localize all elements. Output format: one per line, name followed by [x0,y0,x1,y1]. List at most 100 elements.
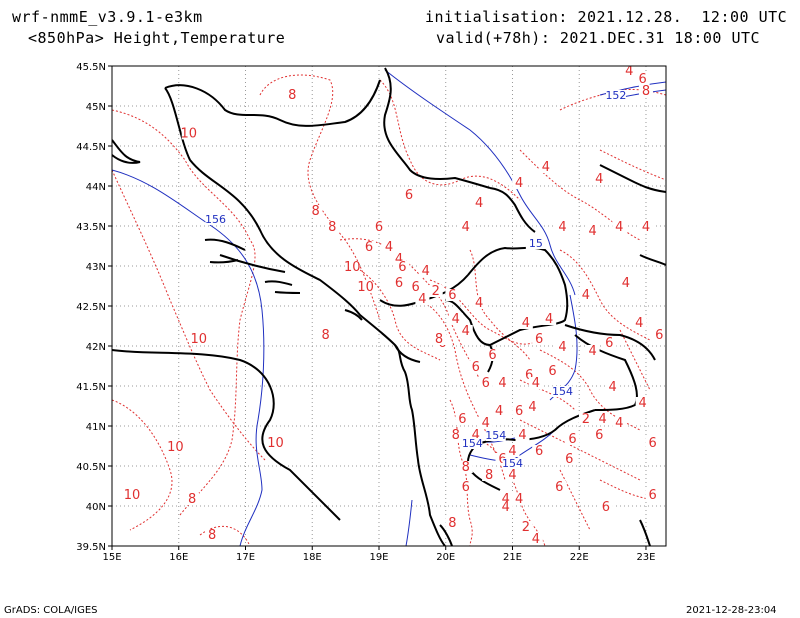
x-tick-label: 23E [636,552,655,563]
x-tick-label: 17E [236,552,255,563]
y-tick-label: 45N [86,102,106,113]
temperature-label-bg [645,489,660,501]
height-label: 154 [552,385,573,398]
temperature-label-bg [325,221,340,233]
temperature-label-bg [455,413,470,425]
temperature-label-bg [445,289,460,301]
y-tick-label: 42N [86,342,106,353]
temperature-label: 6 [595,428,603,443]
temperature-label-bg [618,277,633,289]
temperature-label-bg [468,361,483,373]
height-label: 154 [462,437,483,450]
temperature-label: 6 [405,188,413,203]
temperature-label: 6 [535,444,543,459]
temperature-label: 6 [398,260,406,275]
temperature-label-bg [361,241,376,253]
temperature-label: 4 [422,264,430,279]
temperature-label-bg [415,293,430,305]
temperature-label: 10 [167,440,184,455]
temperature-label: 6 [555,480,563,495]
temperature-label-bg [578,413,593,425]
y-tick-label: 41N [86,422,106,433]
temperature-label: 8 [485,468,493,483]
temperature-label: 4 [558,340,566,355]
height-label-bg [502,458,523,469]
valid-time: valid(+78h): 2021.DEC.31 18:00 UTC [436,29,761,47]
y-tick-label: 44.5N [76,142,106,153]
temperature-label-bg [598,501,613,513]
temperature-label-bg [638,221,653,233]
temperature-label: 4 [582,288,590,303]
temperature-label: 8 [435,332,443,347]
temperature-label-bg [518,317,533,329]
temperature-label-bg [652,329,666,341]
temperature-label: 4 [542,160,550,175]
temperature-label: 4 [475,296,483,311]
temperature-label: 8 [452,428,460,443]
temperature-label: 4 [595,172,603,187]
temperature-label-bg [492,405,507,417]
temperature-label-bg [638,85,653,97]
temperature-label: 4 [462,220,470,235]
temperature-label: 8 [642,84,650,99]
temperature-label-bg [402,189,417,201]
temperature-label: 8 [328,220,336,235]
temperature-label-bg [371,221,386,233]
temperature-label: 6 [565,452,573,467]
temperature-label-bg [635,397,650,409]
temperature-label-bg [408,281,423,293]
temperature-label: 4 [608,380,616,395]
y-tick-label: 39.5N [76,542,106,553]
y-tick-label: 42.5N [76,302,106,313]
temperature-label-bg [532,445,547,457]
temperature-label: 6 [458,412,466,427]
temperature-label: 4 [588,344,596,359]
temperature-label: 4 [395,252,403,267]
temperature-label: 6 [472,360,480,375]
temperature-label-bg [485,349,500,361]
footer-credit: GrADS: COLA/IGES [4,605,98,616]
temperature-label: 4 [418,292,426,307]
temperature-label: 4 [615,416,623,431]
temperature-label-bg [542,313,557,325]
temperature-label: 10 [124,488,141,503]
temperature-label: 6 [488,348,496,363]
temperature-label: 8 [448,516,456,531]
temperature-label: 6 [462,480,470,495]
temperature-label-bg [545,365,560,377]
temperature-label: 8 [188,492,196,507]
x-tick-label: 20E [436,552,455,563]
temperature-label-bg [602,337,617,349]
temperature-label: 4 [502,492,510,507]
temperature-label-bg [445,517,460,529]
temperature-label: 8 [321,328,329,343]
temperature-label: 2 [582,412,590,427]
level-title: <850hPa> Height,Temperature [28,29,286,47]
height-label: 154 [502,457,523,470]
temperature-label-bg [512,493,527,505]
temperature-label: 4 [515,176,523,191]
temperature-label-bg [562,453,577,465]
temperature-label-bg [635,73,650,85]
temperature-label-bg [505,469,520,481]
temperature-label: 4 [622,276,630,291]
temperature-label-bg [538,161,553,173]
temperature-label: 6 [649,488,657,503]
temperature-label-bg [358,281,373,293]
temperature-label-bg [528,533,543,545]
temperature-label: 6 [655,328,663,343]
x-tick-label: 18E [303,552,322,563]
temperature-label-bg [585,225,600,237]
height-label-bg [525,238,546,249]
temperature-label: 6 [548,364,556,379]
x-tick-label: 22E [570,552,589,563]
temperature-label: 2 [432,284,440,299]
temperature-label-bg [458,325,473,337]
temperature-label-bg [612,417,627,429]
temperature-label: 10 [190,332,207,347]
temperature-label-bg [268,437,283,449]
temperature-label-bg [168,441,183,453]
temperature-label-bg [448,313,463,325]
y-axis-ticks: 39.5N 40N 40.5N 41N 41.5N 42N 42.5N 43N 43.5N 44N… [76,62,112,553]
